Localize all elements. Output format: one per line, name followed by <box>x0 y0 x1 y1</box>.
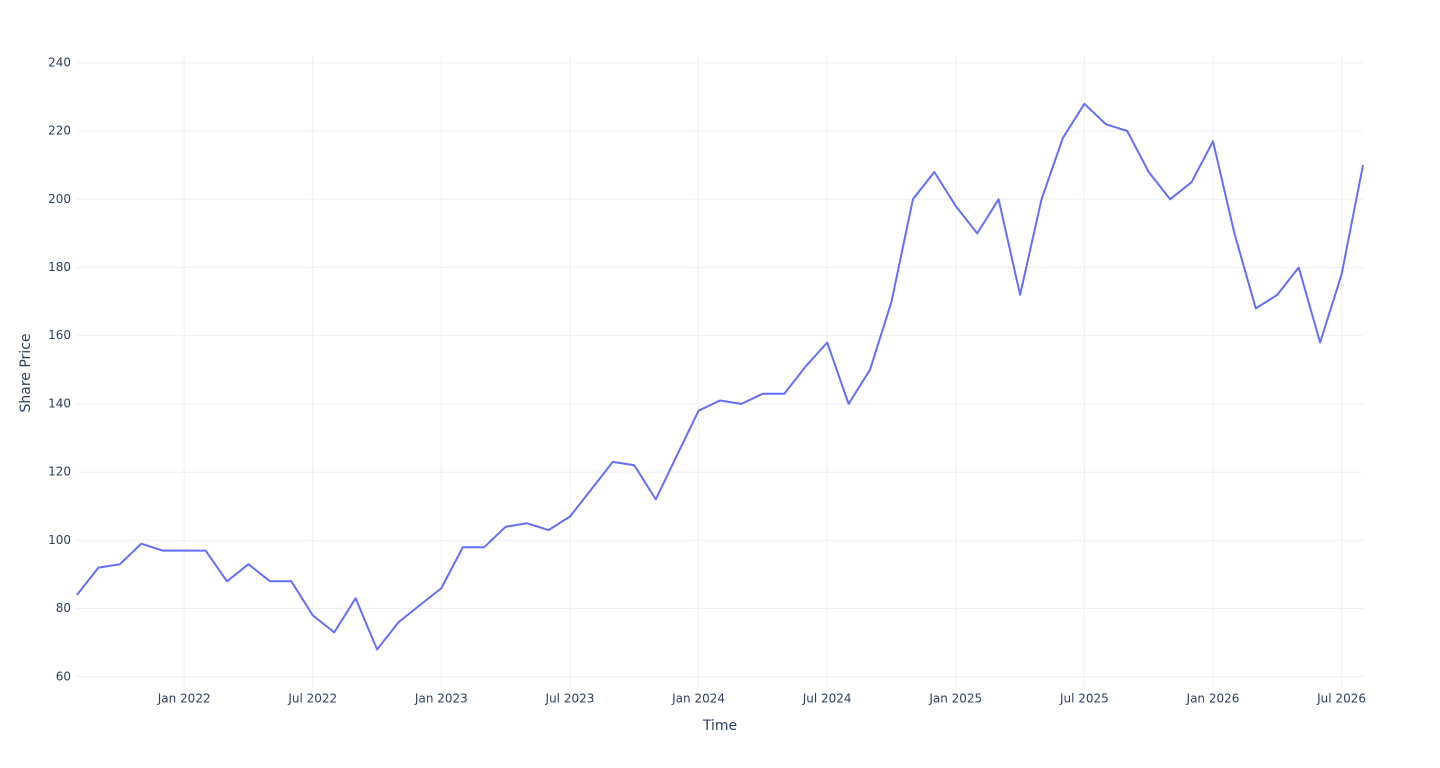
x-tick-label: Jan 2022 <box>157 692 211 706</box>
y-tick-label: 200 <box>48 192 71 206</box>
x-tick-label: Jul 2026 <box>1316 692 1366 706</box>
x-tick-label: Jan 2026 <box>1186 692 1240 706</box>
y-axis-title: Share Price <box>18 333 34 412</box>
y-tick-label: 100 <box>48 533 71 547</box>
y-tick-label: 240 <box>48 55 71 69</box>
x-axis-title: Time <box>702 718 737 734</box>
line-series <box>76 102 1364 651</box>
y-tick-label: 140 <box>48 396 71 410</box>
x-tick-label: Jan 2023 <box>414 692 468 706</box>
x-tick-label: Jan 2024 <box>671 692 725 706</box>
y-tick-label: 80 <box>56 601 71 615</box>
y-tick-label: 120 <box>48 465 71 479</box>
x-tick-label: Jul 2025 <box>1059 692 1109 706</box>
x-tick-label: Jul 2023 <box>545 692 595 706</box>
x-tick-label: Jan 2025 <box>928 692 982 706</box>
x-tick-label: Jul 2022 <box>287 692 337 706</box>
y-tick-label: 60 <box>56 669 71 683</box>
y-tick-label: 220 <box>48 124 71 138</box>
y-tick-label: 160 <box>48 328 71 342</box>
x-tick-label: Jul 2024 <box>802 692 852 706</box>
y-tick-label: 180 <box>48 260 71 274</box>
